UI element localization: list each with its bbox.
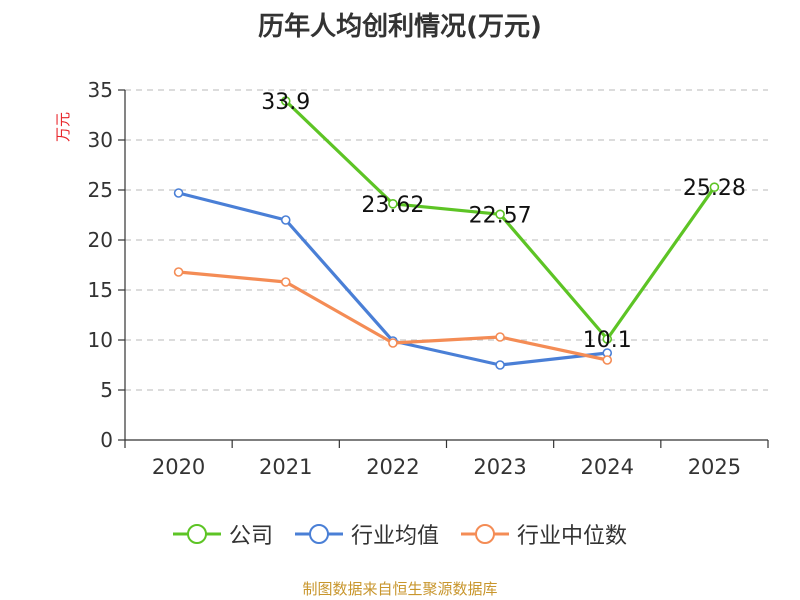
data-labels: 33.9 23.62 22.57 10.1 25.28 [261, 90, 746, 353]
y-tick-label: 35 [88, 78, 113, 102]
legend-label: 公司 [228, 524, 273, 549]
chart-title: 历年人均创利情况(万元) [258, 12, 542, 42]
legend-item[interactable]: 公司 [172, 518, 273, 550]
source-footnote: 制图数据来自恒生聚源数据库 [302, 580, 498, 598]
y-tick-label: 5 [100, 378, 113, 402]
y-tick-label: 30 [88, 128, 113, 152]
data-point [280, 277, 291, 287]
data-label: 22.57 [469, 203, 532, 228]
x-tick-label: 2025 [688, 455, 741, 479]
legend-swatch [294, 524, 343, 544]
y-tick-label: 0 [100, 428, 113, 452]
data-label: 23.62 [361, 193, 424, 218]
series-lines [173, 96, 720, 370]
legend-label: 行业中位数 [517, 524, 628, 549]
data-point [495, 209, 505, 220]
y-tick-label: 25 [88, 178, 113, 202]
data-point [388, 338, 398, 348]
y-tick-label: 20 [88, 228, 113, 252]
data-point [495, 332, 505, 342]
data-point [709, 182, 720, 192]
data-label: 25.28 [683, 176, 746, 201]
legend: 公司 行业均值 行业中位数 [0, 518, 800, 550]
data-point [280, 215, 291, 225]
legend-item[interactable]: 行业中位数 [461, 518, 627, 550]
x-tick-label: 2023 [473, 455, 526, 479]
legend-swatch [172, 524, 221, 544]
data-point [173, 188, 184, 198]
data-point [173, 267, 184, 277]
data-point [602, 334, 613, 344]
grid-lines [125, 89, 768, 391]
data-point [602, 355, 613, 365]
legend-swatch [461, 524, 509, 544]
x-tick-label: 2022 [366, 455, 419, 479]
data-point [388, 199, 398, 209]
legend-label: 行业均值 [350, 524, 439, 549]
legend-item[interactable]: 行业均值 [294, 518, 439, 550]
y-tick-label: 15 [88, 278, 113, 302]
x-tick-label: 2020 [152, 455, 205, 479]
x-tick-label: 2021 [259, 455, 312, 479]
data-label: 33.9 [261, 90, 310, 115]
data-label: 10.1 [583, 328, 632, 353]
data-point [495, 360, 505, 370]
x-tick-label: 2024 [581, 455, 634, 479]
y-tick-label: 10 [88, 328, 113, 352]
data-point [280, 96, 291, 106]
